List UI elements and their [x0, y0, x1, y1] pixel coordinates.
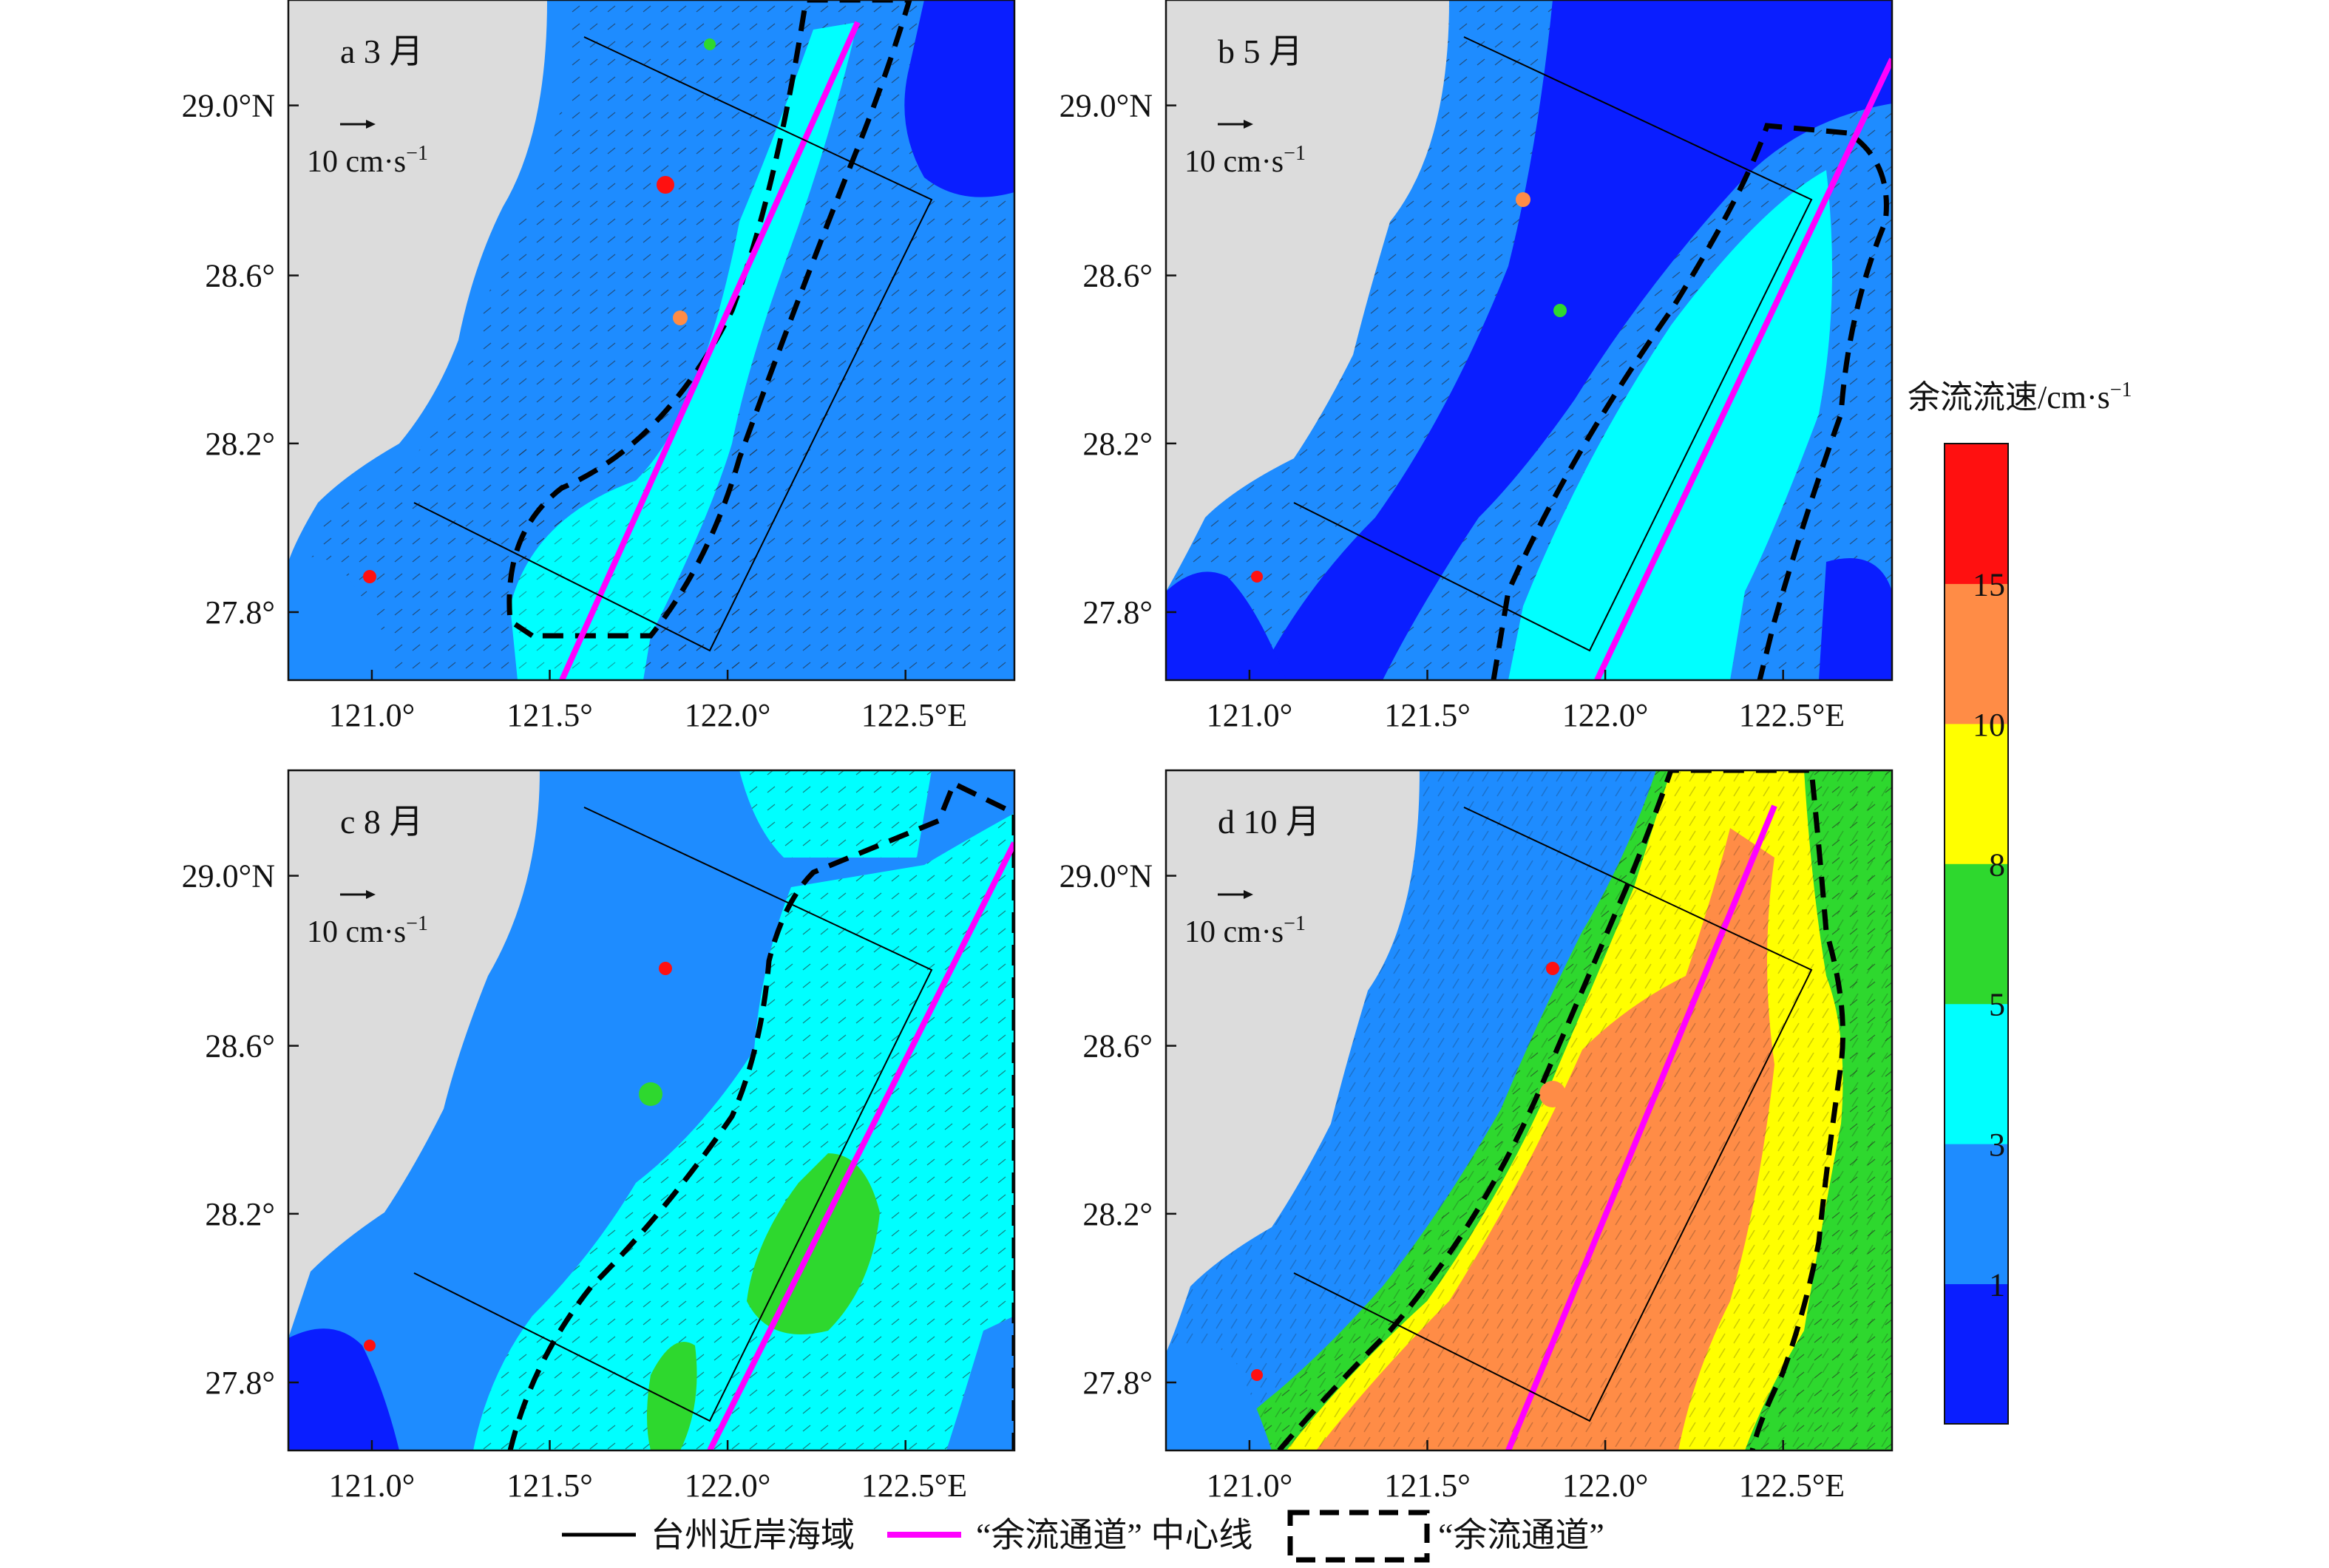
- colorbar-title: 余流流速/cm·s: [1908, 379, 2110, 415]
- y-tick-label-c-0: 29.0°N: [182, 858, 275, 895]
- y-tick-label-b-0: 29.0°N: [1060, 88, 1153, 124]
- y-tick-label-a-0: 29.0°N: [182, 88, 275, 124]
- x-tick-label-c-1: 121.5°: [506, 1467, 593, 1504]
- y-tick-label-c-2: 28.2°: [205, 1196, 275, 1232]
- panel-label-b: b 5 月: [1218, 33, 1303, 70]
- colorbar-band-4: [1945, 723, 2008, 864]
- x-tick-label-b-3: 122.5°E: [1739, 697, 1845, 733]
- y-tick-label-a-1: 28.6°: [205, 258, 275, 294]
- colorbar-tick-label-0: 1: [1989, 1267, 2005, 1303]
- panel-label-d: d 10 月: [1218, 803, 1320, 841]
- x-tick-label-a-0: 121.0°: [329, 697, 416, 733]
- scale-label-b: 10 cm·s: [1184, 145, 1284, 179]
- colorbar-band-2: [1945, 1003, 2008, 1144]
- scale-arrow-c: 10 cm·s−1: [307, 890, 428, 949]
- colorbar-tick-label-4: 10: [1973, 707, 2005, 743]
- x-tick-label-b-0: 121.0°: [1207, 697, 1293, 733]
- axis-ticks: 121.0° 121.5° 122.0° 122.5°E 29.0°N 28.6° 28.2…: [182, 88, 1845, 1504]
- y-tick-label-d-0: 29.0°N: [1060, 858, 1153, 895]
- y-tick-label-b-2: 28.2°: [1082, 426, 1153, 462]
- scale-label-d: 10 cm·s: [1184, 915, 1284, 949]
- y-tick-label-c-1: 28.6°: [205, 1028, 275, 1065]
- legend-label-centerline: “余流通道” 中心线: [976, 1516, 1252, 1554]
- x-tick-label-b-1: 121.5°: [1384, 697, 1471, 733]
- y-tick-label-d-2: 28.2°: [1082, 1196, 1153, 1232]
- map-panel-a: a 3 月 10 cm·s−1: [287, 0, 1016, 682]
- legend-box-channel: [1287, 1510, 1430, 1563]
- colorbar-band-3: [1945, 863, 2008, 1005]
- svg-text:余流流速/cm·s−1: 余流流速/cm·s−1: [1908, 379, 2132, 415]
- y-tick-label-c-3: 27.8°: [205, 1365, 275, 1401]
- x-tick-label-d-2: 122.0°: [1562, 1467, 1649, 1504]
- y-tick-label-a-3: 27.8°: [205, 594, 275, 631]
- scale-label-c: 10 cm·s: [307, 915, 406, 949]
- legend-label-channel: “余流通道”: [1438, 1516, 1604, 1554]
- x-tick-label-a-1: 121.5°: [506, 697, 593, 733]
- scale-arrow-d: 10 cm·s−1: [1184, 890, 1306, 949]
- svg-text:10 cm·s−1: 10 cm·s−1: [1184, 142, 1306, 179]
- x-tick-label-c-0: 121.0°: [329, 1467, 416, 1504]
- colorbar-band-5: [1945, 583, 2008, 724]
- colorbar-tick-label-5: 15: [1973, 566, 2005, 603]
- scale-label-a: 10 cm·s: [307, 145, 406, 179]
- colorbar-tick-label-1: 3: [1989, 1127, 2005, 1163]
- legend: 台州近岸海域 “余流通道” 中心线 “余流通道”: [562, 1510, 1604, 1563]
- map-panel-d: d 10 月 10 cm·s−1: [1164, 769, 1894, 1452]
- y-tick-label-b-1: 28.6°: [1082, 258, 1153, 294]
- x-tick-label-c-2: 122.0°: [685, 1467, 771, 1504]
- map-panel-c: c 8 月 10 cm·s−1: [287, 769, 1016, 1452]
- x-tick-label-c-3: 122.5°E: [861, 1467, 967, 1504]
- panel-label-a: a 3 月: [340, 33, 423, 70]
- x-tick-label-d-3: 122.5°E: [1739, 1467, 1845, 1504]
- x-tick-label-d-0: 121.0°: [1207, 1467, 1293, 1504]
- x-tick-label-a-2: 122.0°: [685, 697, 771, 733]
- svg-text:10 cm·s−1: 10 cm·s−1: [1184, 912, 1306, 949]
- colorbar-tick-label-2: 5: [1989, 987, 2005, 1023]
- y-tick-label-d-3: 27.8°: [1082, 1365, 1153, 1401]
- scale-arrow-a: 10 cm·s−1: [307, 120, 428, 179]
- legend-label-coastal: 台州近岸海域: [651, 1516, 855, 1554]
- colorbar: 余流流速/cm·s−1 1 3 5 8 10 15: [1908, 379, 2132, 1425]
- svg-text:10 cm·s−1: 10 cm·s−1: [307, 912, 428, 949]
- colorbar-band-6: [1945, 444, 2008, 584]
- x-tick-label-b-2: 122.0°: [1562, 697, 1649, 733]
- colorbar-band-0: [1945, 1283, 2008, 1425]
- x-tick-label-a-3: 122.5°E: [861, 697, 967, 733]
- panel-label-c: c 8 月: [340, 803, 423, 841]
- x-tick-label-d-1: 121.5°: [1384, 1467, 1471, 1504]
- y-tick-label-b-3: 27.8°: [1082, 594, 1153, 631]
- y-tick-label-a-2: 28.2°: [205, 426, 275, 462]
- colorbar-band-1: [1945, 1144, 2008, 1285]
- map-panel-b: b 5 月 10 cm·s−1: [1164, 0, 1894, 682]
- y-tick-label-d-1: 28.6°: [1082, 1028, 1153, 1065]
- scale-arrow-b: 10 cm·s−1: [1184, 120, 1306, 179]
- colorbar-tick-label-3: 8: [1989, 846, 2005, 883]
- svg-text:10 cm·s−1: 10 cm·s−1: [307, 142, 428, 179]
